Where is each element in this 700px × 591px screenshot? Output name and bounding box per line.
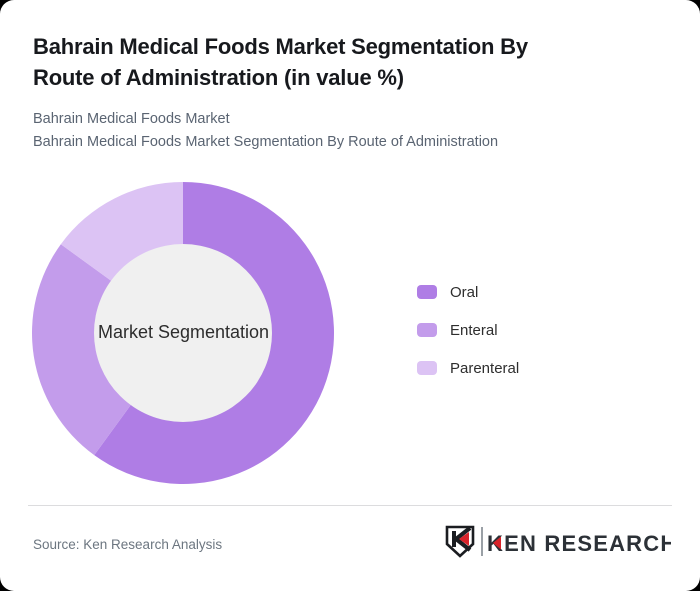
donut-center-label: Market Segmentation [97, 322, 270, 342]
legend-swatch [417, 285, 437, 299]
legend-swatch [417, 323, 437, 337]
shield-k-icon [445, 525, 475, 558]
page-title: Bahrain Medical Foods Market Segmentatio… [33, 31, 528, 93]
legend-label: Parenteral [450, 359, 520, 377]
title-line-2: Route of Administration (in value %) [33, 65, 404, 90]
logo-divider [481, 527, 483, 556]
legend-item-oral[interactable]: Oral [417, 283, 519, 301]
legend-label: Oral [450, 283, 479, 301]
legend-item-parenteral[interactable]: Parenteral [417, 359, 519, 377]
wordmark-red-triangle [493, 536, 501, 550]
chart-subtitle: Bahrain Medical Foods Market Bahrain Med… [33, 108, 498, 154]
legend-item-enteral[interactable]: Enteral [417, 321, 519, 339]
donut-center-circle [94, 244, 272, 422]
legend-label: Enteral [450, 321, 498, 339]
logo-wordmark: KEN RESEARCH [487, 531, 671, 556]
legend: Oral Enteral Parenteral [417, 283, 519, 397]
donut-chart [31, 182, 334, 484]
title-line-1: Bahrain Medical Foods Market Segmentatio… [33, 34, 528, 59]
subtitle-line-1: Bahrain Medical Foods Market [33, 111, 230, 127]
footer-divider [28, 505, 672, 506]
subtitle-line-2: Bahrain Medical Foods Market Segmentatio… [33, 134, 499, 150]
ken-research-logo: KEN RESEARCH [445, 525, 671, 558]
source-text: Source: Ken Research Analysis [33, 537, 223, 552]
shield-red-triangle [459, 532, 469, 546]
legend-swatch [417, 361, 437, 375]
